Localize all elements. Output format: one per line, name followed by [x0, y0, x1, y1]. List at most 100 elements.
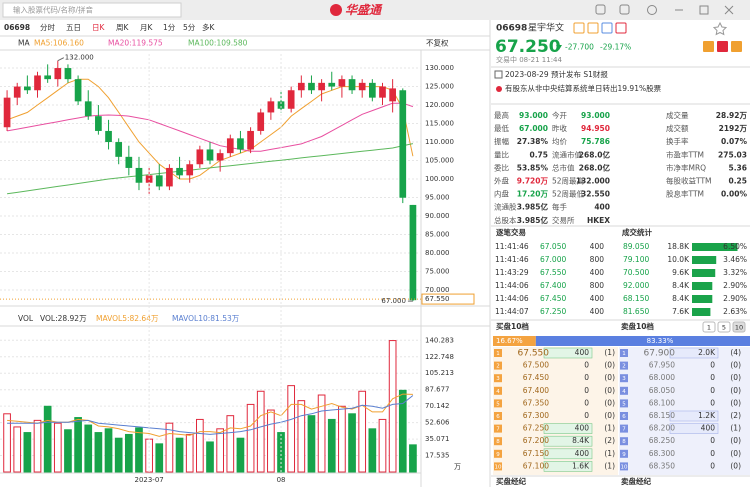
level-price: 67.450 [523, 373, 549, 382]
volume-bar [206, 441, 214, 473]
stat-value: 93.000 [581, 111, 610, 120]
icon[interactable] [647, 5, 657, 15]
candle-body [409, 204, 417, 301]
action-button[interactable] [731, 41, 742, 52]
volume-bar [124, 433, 133, 473]
depth-label[interactable]: 5 [722, 324, 726, 332]
level-highlight [543, 448, 593, 460]
low-label: 67.000 [381, 297, 406, 305]
icon[interactable] [595, 4, 606, 15]
level-index: 3 [622, 376, 626, 382]
quote-code: 06698 [496, 24, 527, 34]
toolbar-tab[interactable]: 1分 [163, 23, 176, 32]
toolbar-tab[interactable]: 多K [202, 22, 215, 32]
book-tab: 买盘10档 [496, 321, 529, 331]
action-button[interactable] [703, 41, 714, 52]
quote-change: -27.700 [565, 43, 594, 52]
stat-label: 量比 [494, 149, 509, 159]
y-tick-label: 90.000 [425, 212, 450, 220]
stat-label: 52周最低 [552, 189, 585, 199]
level-highlight [543, 461, 593, 472]
depth-label[interactable]: 1 [707, 324, 711, 332]
volume-bar [246, 403, 255, 473]
level-index-box [620, 437, 628, 446]
depth-button[interactable] [717, 321, 731, 333]
trade-time: 11:41:46 [495, 255, 529, 264]
toolbar-tab[interactable]: 日K [92, 23, 105, 32]
toolbar-tab[interactable]: 5分 [183, 23, 196, 32]
candle-body [237, 138, 244, 150]
stat-price: 89.050 [623, 242, 649, 251]
trade-qty: 800 [590, 255, 605, 264]
level-highlight [669, 423, 719, 434]
y-tick-label: 70.142 [425, 402, 450, 410]
candle-body [216, 153, 224, 161]
search-box[interactable] [2, 2, 182, 18]
candle-body [287, 90, 295, 109]
star-icon[interactable] [712, 21, 728, 36]
depth-button[interactable] [732, 321, 746, 333]
adjust-toggle[interactable]: 不复权 [426, 38, 449, 48]
volume-bar [317, 394, 326, 473]
stat-value: 32.550 [581, 190, 610, 199]
buy-ratio-label: 16.67% [496, 337, 523, 345]
y-tick-label: 70.000 [425, 286, 450, 294]
volume-bar [236, 437, 245, 473]
share-label: 3.46% [723, 255, 747, 264]
maximize[interactable] [699, 5, 709, 15]
trade-time: 11:41:46 [495, 242, 529, 251]
volume-bar [114, 437, 123, 473]
candle-body [24, 86, 31, 91]
volume-bar [155, 443, 164, 473]
y-tick-label: 115.000 [425, 120, 454, 128]
level-index: 9 [622, 452, 626, 458]
y-tick-label: 130.000 [425, 64, 454, 72]
volume-bar [196, 418, 204, 473]
share-bar [692, 295, 713, 303]
depth-label[interactable]: 10 [735, 324, 743, 332]
volume-bar [135, 427, 143, 473]
level-qty: 400 [575, 424, 590, 433]
stat-volume: 10.0K [667, 255, 690, 264]
level-count: (4) [730, 348, 741, 357]
level-index-box [620, 412, 628, 420]
level-index: 1 [622, 351, 626, 357]
stat-value: 9.720万 [517, 177, 549, 186]
level-price: 68.000 [649, 373, 675, 382]
toolbar-tab[interactable]: 月K [140, 23, 153, 32]
level-index-box [620, 386, 628, 395]
close[interactable] [724, 5, 734, 15]
volume-bar [165, 422, 174, 473]
level-count: (0) [730, 361, 741, 370]
mavol-line [7, 395, 414, 435]
toolbar-tab[interactable]: 周K [116, 23, 129, 32]
tab[interactable]: 逐笔交易 [496, 227, 526, 237]
window-icons [595, 4, 734, 15]
depth-button[interactable] [702, 321, 716, 333]
level-index: 3 [496, 376, 500, 382]
tab[interactable]: 成交统计 [622, 227, 652, 237]
toolbar-tab[interactable]: 分时 [40, 22, 55, 32]
volume-bar [267, 409, 275, 473]
icon[interactable] [619, 4, 630, 15]
toolbar-tab[interactable]: 五日 [66, 23, 81, 32]
level-qty: 2.0K [698, 348, 716, 357]
trade-qty: 400 [590, 294, 605, 303]
level-index-box [620, 399, 628, 408]
y-tick-label: 122.748 [425, 353, 454, 361]
volume-bar [307, 415, 316, 473]
action-button[interactable] [717, 41, 728, 52]
candle-body [135, 167, 143, 183]
volume-bar [216, 428, 224, 473]
stat-label: 外盘 [494, 176, 509, 186]
badge [587, 22, 599, 34]
stat-label: 总股本 [494, 215, 517, 225]
level-count: (0) [730, 386, 741, 395]
candle-body [206, 149, 214, 161]
y-tick-label: 100.000 [425, 175, 454, 183]
level-highlight [543, 435, 593, 447]
candle-body [379, 86, 386, 98]
level-count: (0) [604, 398, 615, 407]
share-label: 2.90% [723, 294, 747, 303]
ma-line [7, 143, 414, 195]
